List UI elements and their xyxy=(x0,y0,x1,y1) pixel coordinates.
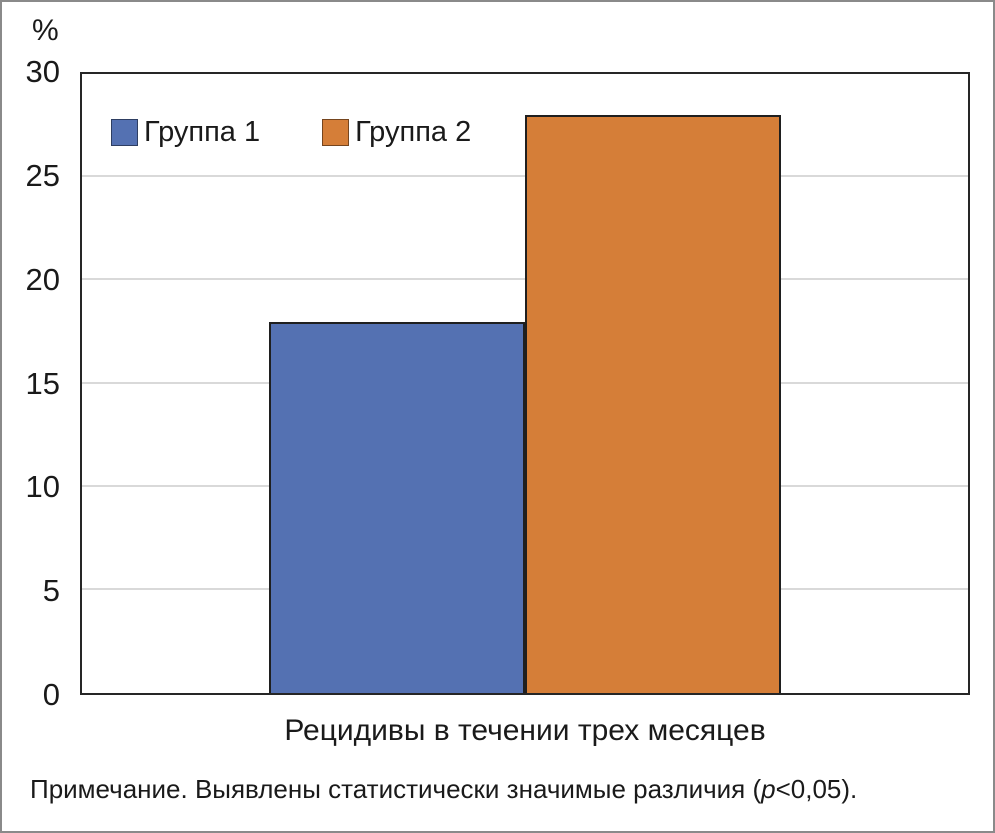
legend-item-1: Группа 1 xyxy=(111,116,260,149)
y-tick-label-30: 30 xyxy=(25,54,60,89)
legend-swatch-icon xyxy=(322,119,350,146)
y-tick-label-5: 5 xyxy=(42,573,60,609)
y-axis-unit-label: % xyxy=(32,14,59,47)
legend-label: Группа 2 xyxy=(355,116,472,148)
legend-swatch-icon xyxy=(111,119,138,146)
footnote-p-symbol: p xyxy=(761,774,776,804)
footnote: Примечание. Выявлены статистически значи… xyxy=(30,774,857,805)
y-tick-label-0: 0 xyxy=(42,677,60,712)
bars-container xyxy=(82,74,968,693)
y-tick-label-20: 20 xyxy=(25,261,60,297)
x-axis-label: Рецидивы в течении трех месяцев xyxy=(284,714,766,747)
plot-area: Группа 1 Группа 2 xyxy=(80,72,970,695)
legend: Группа 1 Группа 2 xyxy=(111,116,471,149)
y-tick-label-10: 10 xyxy=(25,469,60,505)
y-tick-label-15: 15 xyxy=(25,365,60,401)
bar-группа-1 xyxy=(269,321,525,693)
legend-label: Группа 1 xyxy=(144,116,261,148)
y-axis-tick-labels: 0 5 10 15 20 25 30 xyxy=(2,2,60,831)
bar-группа-2 xyxy=(525,115,781,693)
y-tick-label-25: 25 xyxy=(25,157,60,193)
footnote-prefix: Примечание. Выявлены статистически значи… xyxy=(30,774,762,804)
footnote-suffix: <0,05). xyxy=(775,774,858,804)
legend-item-2: Группа 2 xyxy=(322,116,471,149)
